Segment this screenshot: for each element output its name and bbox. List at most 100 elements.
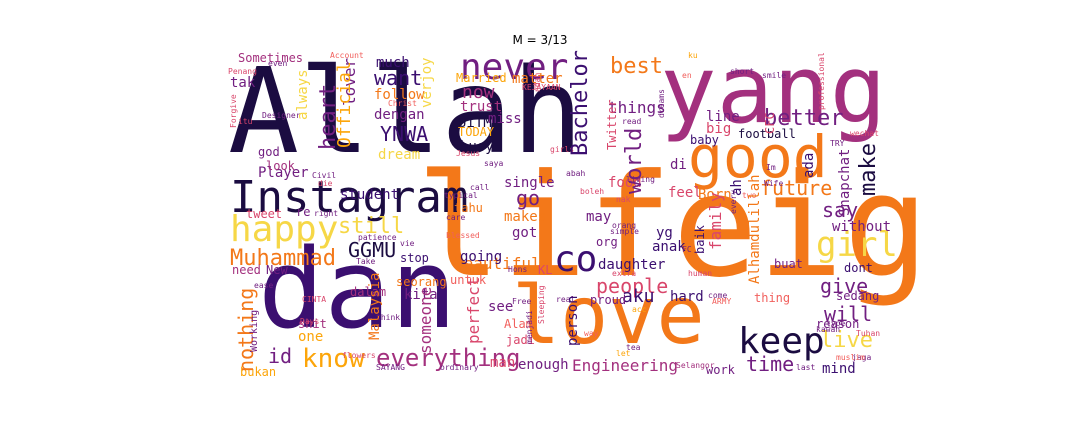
cloud-word: care <box>446 213 466 222</box>
cloud-word: god <box>258 145 280 159</box>
cloud-word: big <box>706 121 732 137</box>
cloud-word: two <box>742 191 757 200</box>
cloud-word: work <box>706 363 735 377</box>
cloud-word: sedang <box>836 289 880 303</box>
cloud-word: CINTA <box>302 295 327 304</box>
cloud-word: dalam <box>350 285 387 299</box>
cloud-word: matter <box>512 71 563 87</box>
cloud-word: Engineering <box>572 356 678 375</box>
cloud-word: muslim <box>836 353 865 362</box>
cloud-word: di <box>670 157 687 173</box>
cloud-word: beautiful <box>454 254 541 273</box>
cloud-word: typical <box>444 191 478 200</box>
cloud-word: love <box>512 269 705 362</box>
cloud-word: reason <box>816 317 860 331</box>
cloud-word: bukan <box>240 365 277 379</box>
cloud-word: family <box>706 192 725 250</box>
cloud-word: blessed <box>446 231 480 240</box>
cloud-word: even <box>268 59 288 68</box>
cloud-word: Alam <box>504 317 533 331</box>
cloud-word: SAYANG <box>376 363 405 372</box>
cloud-word: dont <box>844 261 873 275</box>
cloud-word: seorang <box>396 275 447 289</box>
cloud-word: re <box>296 205 311 219</box>
cloud-word: FC <box>682 245 692 254</box>
cloud-word: single <box>504 175 555 191</box>
cloud-word: student <box>340 187 400 203</box>
cloud-word: Jesus <box>456 149 481 158</box>
cloud-word: real <box>556 295 576 304</box>
cloud-word: menjadi <box>525 310 534 344</box>
cloud-word: Forgive <box>229 94 238 128</box>
cloud-word: person <box>565 295 581 346</box>
cloud-word: saya <box>484 159 504 168</box>
cloud-word: Account <box>330 51 364 60</box>
cloud-word: Alhamdulillah <box>747 174 763 284</box>
cloud-word: perfect <box>464 276 483 344</box>
cloud-word: football <box>738 127 796 141</box>
cloud-word: go <box>516 186 541 210</box>
cloud-word: die <box>318 179 333 188</box>
cloud-word: Civil <box>312 171 337 180</box>
cloud-word: give <box>820 274 869 298</box>
cloud-word: simple <box>610 227 639 236</box>
cloud-word: someone <box>416 286 435 354</box>
cloud-word: things <box>608 98 666 117</box>
cloud-word: itu <box>238 117 253 126</box>
cloud-word: org <box>596 235 618 249</box>
cloud-word: think <box>376 313 401 322</box>
figure-title: M = 3/13 <box>512 33 568 47</box>
cloud-word: live <box>820 328 873 353</box>
cloud-word: Player <box>258 165 309 181</box>
cloud-word: baik <box>693 225 707 254</box>
cloud-word: Tuhan <box>856 329 881 338</box>
cloud-word: ndah <box>533 72 542 92</box>
cloud-word: shit <box>298 317 327 331</box>
cloud-word: trust <box>460 99 503 115</box>
cloud-word: makes <box>504 209 547 225</box>
cloud-word: flowers <box>342 351 376 360</box>
cloud-word: verjoy <box>419 57 435 108</box>
cloud-word: human <box>688 269 713 278</box>
cloud-word: ease <box>254 281 274 290</box>
cloud-word: call <box>470 183 490 192</box>
cloud-word: food <box>608 175 642 191</box>
cloud-word: dream <box>378 147 421 163</box>
cloud-word: man <box>490 355 516 371</box>
cloud-word: Free <box>512 297 532 306</box>
cloud-word: Malaysia <box>367 272 383 340</box>
cloud-word: know <box>302 344 365 374</box>
cloud-word: patience <box>358 233 397 242</box>
cloud-word: got <box>512 225 538 241</box>
cloud-word: will <box>824 302 873 326</box>
cloud-word: YNWA <box>380 122 429 146</box>
cloud-word: tea <box>626 343 641 352</box>
cloud-word: one <box>298 329 324 345</box>
cloud-word: Bachelor <box>568 50 593 156</box>
cloud-word: ada <box>801 152 817 178</box>
cloud-word: Official <box>334 61 355 148</box>
cloud-word: ordinary <box>440 363 479 372</box>
cloud-word: orang <box>612 221 637 230</box>
cloud-word: yang <box>660 36 887 145</box>
cloud-word: Take <box>356 257 376 266</box>
cloud-word: Hons <box>508 265 528 274</box>
cloud-word: vie <box>400 239 415 248</box>
cloud-word: read <box>622 117 642 126</box>
cloud-word: Snapchat <box>837 148 853 216</box>
cloud-word: kawan <box>816 325 841 334</box>
cloud-word: going <box>460 249 503 265</box>
cloud-word: kita <box>404 287 438 303</box>
cloud-word: living <box>626 175 655 184</box>
cloud-word: better <box>764 106 844 131</box>
cloud-word: future <box>760 176 833 200</box>
cloud-word: co <box>554 239 598 280</box>
cloud-word: TODAY <box>458 125 495 139</box>
cloud-word: baby <box>690 133 719 147</box>
cloud-word: acc <box>632 305 647 314</box>
cloud-word: TRY <box>830 139 845 148</box>
cloud-word: happy <box>230 209 339 250</box>
cloud-word: lifeig <box>416 144 929 309</box>
cloud-word: Born <box>698 187 732 203</box>
